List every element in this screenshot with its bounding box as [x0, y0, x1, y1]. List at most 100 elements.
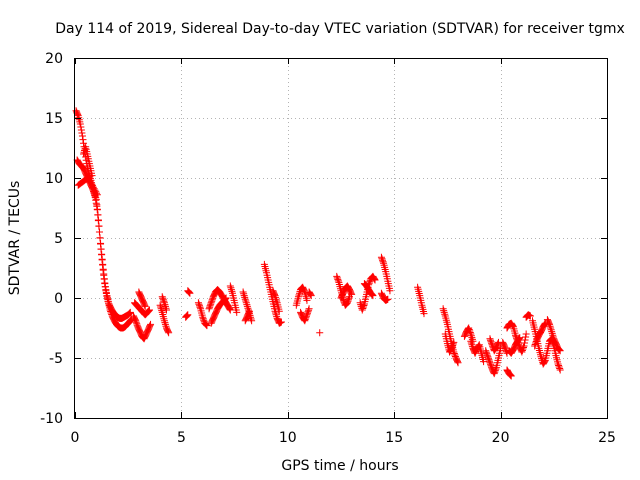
data-point	[508, 347, 516, 355]
x-tick-label: 20	[492, 430, 510, 446]
data-point	[547, 324, 555, 332]
data-point	[89, 182, 97, 190]
data-point	[133, 320, 141, 328]
data-point	[157, 305, 165, 313]
data-point	[368, 290, 376, 298]
data-point	[277, 318, 285, 326]
data-point	[101, 283, 109, 291]
data-point	[536, 329, 544, 337]
data-point	[359, 303, 367, 311]
data-point	[454, 358, 462, 366]
data-point	[378, 256, 386, 264]
data-point	[93, 206, 101, 214]
data-point	[243, 301, 251, 309]
data-point	[345, 294, 353, 302]
data-point	[531, 341, 539, 348]
data-point	[226, 305, 234, 313]
data-point	[555, 346, 563, 354]
data-point	[99, 260, 107, 268]
data-point	[144, 307, 152, 315]
data-point	[386, 287, 394, 295]
data-point	[344, 284, 352, 292]
data-point	[344, 296, 352, 304]
data-point	[467, 339, 475, 347]
data-point	[205, 305, 213, 313]
data-point	[448, 343, 456, 351]
data-point	[506, 371, 514, 379]
data-point	[208, 296, 216, 304]
data-point	[303, 296, 311, 304]
data-point	[465, 324, 473, 332]
data-point	[556, 346, 564, 354]
data-point	[305, 305, 313, 313]
data-point	[508, 321, 516, 329]
data-point	[384, 295, 392, 303]
data-point	[90, 185, 98, 193]
y-tick-label: 5	[54, 231, 63, 247]
data-point	[486, 360, 494, 368]
data-point	[242, 297, 250, 305]
data-point	[486, 335, 494, 343]
data-point	[547, 326, 555, 334]
data-point	[515, 335, 523, 343]
data-point	[307, 292, 315, 300]
data-point	[306, 290, 314, 298]
data-point	[540, 321, 548, 329]
data-point	[449, 340, 457, 348]
data-point	[555, 362, 563, 369]
data-point	[227, 284, 235, 292]
data-point	[541, 357, 549, 365]
data-point	[240, 292, 248, 300]
data-point	[484, 354, 492, 362]
data-point	[88, 172, 96, 180]
data-point	[447, 346, 455, 354]
data-point	[161, 302, 169, 310]
data-point	[141, 301, 149, 309]
data-point	[222, 294, 230, 302]
data-point	[163, 306, 171, 314]
data-point	[96, 234, 104, 242]
data-point	[466, 327, 474, 335]
data-point	[367, 290, 375, 298]
data-point	[194, 299, 202, 307]
data-point	[145, 306, 153, 314]
data-point	[200, 316, 208, 324]
data-point	[501, 343, 509, 351]
data-point	[556, 366, 564, 374]
data-point	[420, 310, 428, 318]
data-point	[102, 286, 110, 294]
data-point	[132, 317, 140, 325]
data-point	[480, 358, 488, 366]
data-point	[303, 311, 311, 319]
data-point	[196, 303, 204, 311]
data-point	[147, 320, 155, 328]
data-point	[92, 196, 100, 204]
data-point	[546, 320, 554, 328]
data-point	[359, 305, 367, 312]
data-point	[272, 295, 280, 303]
data-point	[467, 337, 475, 345]
data-point	[162, 322, 170, 330]
data-point	[467, 330, 475, 338]
data-point	[356, 299, 364, 307]
data-point	[466, 329, 474, 336]
data-point	[304, 308, 312, 316]
data-point	[334, 275, 342, 283]
data-point	[79, 164, 87, 172]
data-point	[98, 255, 106, 263]
data-point	[515, 335, 523, 342]
data-point	[548, 328, 556, 336]
data-point	[531, 342, 539, 350]
data-point	[347, 289, 355, 297]
data-point	[334, 277, 342, 285]
data-point	[101, 280, 109, 288]
data-point	[98, 250, 106, 258]
y-tick-label: 10	[45, 171, 63, 187]
data-point	[371, 276, 379, 284]
data-point	[160, 317, 168, 325]
data-point	[483, 351, 491, 359]
data-point	[296, 289, 304, 297]
data-point	[159, 294, 167, 302]
data-point	[507, 372, 515, 380]
data-point	[333, 274, 341, 282]
